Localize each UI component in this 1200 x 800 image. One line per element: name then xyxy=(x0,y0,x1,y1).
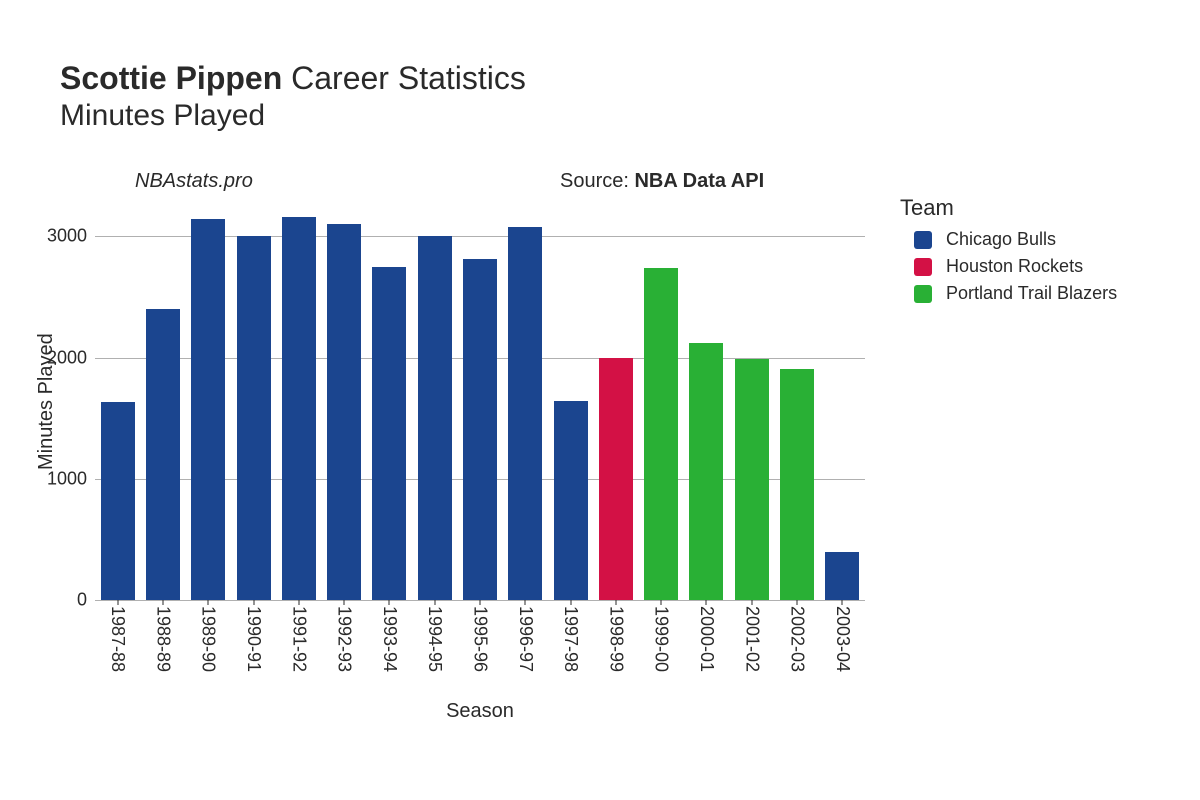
x-tick-label: 1987-88 xyxy=(107,606,128,672)
source-name: NBA Data API xyxy=(634,170,764,192)
x-tick-label: 1990-91 xyxy=(243,606,264,672)
legend-swatch xyxy=(914,258,932,276)
bar xyxy=(372,267,406,600)
bar xyxy=(463,259,497,600)
x-tick-label: 1988-89 xyxy=(152,606,173,672)
legend-title: Team xyxy=(900,195,1117,221)
title-line-1: Scottie Pippen Career Statistics xyxy=(60,60,526,97)
x-tick-label: 1994-95 xyxy=(424,606,445,672)
x-tick-mark xyxy=(389,600,390,605)
bar xyxy=(418,236,452,600)
bar xyxy=(780,369,814,601)
x-tick-mark xyxy=(480,600,481,605)
legend-label: Portland Trail Blazers xyxy=(946,283,1117,304)
x-tick-mark xyxy=(117,600,118,605)
x-tick-label: 1989-90 xyxy=(198,606,219,672)
x-tick-mark xyxy=(706,600,707,605)
x-tick-mark xyxy=(253,600,254,605)
plot-area: 01000200030001987-881988-891989-901990-9… xyxy=(95,200,865,600)
x-tick-mark xyxy=(208,600,209,605)
legend-item: Chicago Bulls xyxy=(900,229,1117,250)
x-tick-mark xyxy=(570,600,571,605)
y-tick-label: 3000 xyxy=(47,226,87,247)
x-tick-label: 1991-92 xyxy=(288,606,309,672)
legend-item: Houston Rockets xyxy=(900,256,1117,277)
career-stats-label: Career Statistics xyxy=(291,60,526,96)
bar xyxy=(237,236,271,600)
bar xyxy=(146,309,180,600)
bar xyxy=(825,552,859,600)
bar xyxy=(689,343,723,600)
x-tick-mark xyxy=(162,600,163,605)
bar xyxy=(735,359,769,600)
bar xyxy=(191,219,225,600)
x-tick-label: 2001-02 xyxy=(741,606,762,672)
x-tick-label: 2000-01 xyxy=(696,606,717,672)
x-tick-label: 2002-03 xyxy=(787,606,808,672)
bar xyxy=(508,227,542,600)
legend-label: Houston Rockets xyxy=(946,256,1083,277)
x-tick-mark xyxy=(615,600,616,605)
legend-swatch xyxy=(914,285,932,303)
player-name: Scottie Pippen xyxy=(60,60,282,96)
x-tick-mark xyxy=(661,600,662,605)
bar xyxy=(101,402,135,600)
legend-item: Portland Trail Blazers xyxy=(900,283,1117,304)
x-tick-label: 1997-98 xyxy=(560,606,581,672)
x-tick-label: 1999-00 xyxy=(651,606,672,672)
bar xyxy=(327,224,361,600)
y-tick-label: 0 xyxy=(77,590,87,611)
credit-text: NBAstats.pro xyxy=(135,170,253,193)
x-tick-label: 1992-93 xyxy=(334,606,355,672)
x-tick-label: 1993-94 xyxy=(379,606,400,672)
x-tick-label: 1998-99 xyxy=(605,606,626,672)
x-tick-mark xyxy=(298,600,299,605)
y-tick-label: 2000 xyxy=(47,347,87,368)
x-tick-label: 2003-04 xyxy=(832,606,853,672)
legend-label: Chicago Bulls xyxy=(946,229,1056,250)
x-tick-label: 1996-97 xyxy=(515,606,536,672)
x-tick-mark xyxy=(525,600,526,605)
x-tick-mark xyxy=(797,600,798,605)
source-prefix: Source: xyxy=(560,170,634,192)
title-block: Scottie Pippen Career Statistics Minutes… xyxy=(60,60,526,133)
legend-swatch xyxy=(914,231,932,249)
source-text: Source: NBA Data API xyxy=(560,170,764,193)
y-tick-label: 1000 xyxy=(47,468,87,489)
title-line-2: Minutes Played xyxy=(60,99,526,133)
x-tick-label: 1995-96 xyxy=(470,606,491,672)
x-tick-mark xyxy=(842,600,843,605)
x-tick-mark xyxy=(751,600,752,605)
x-tick-mark xyxy=(434,600,435,605)
bar xyxy=(282,217,316,600)
chart-container: Scottie Pippen Career Statistics Minutes… xyxy=(0,0,1200,800)
x-tick-mark xyxy=(344,600,345,605)
x-axis-label: Season xyxy=(380,700,580,723)
bar xyxy=(644,268,678,600)
legend: Team Chicago Bulls Houston Rockets Portlan… xyxy=(900,195,1117,310)
bar xyxy=(599,358,633,600)
bar xyxy=(554,401,588,600)
